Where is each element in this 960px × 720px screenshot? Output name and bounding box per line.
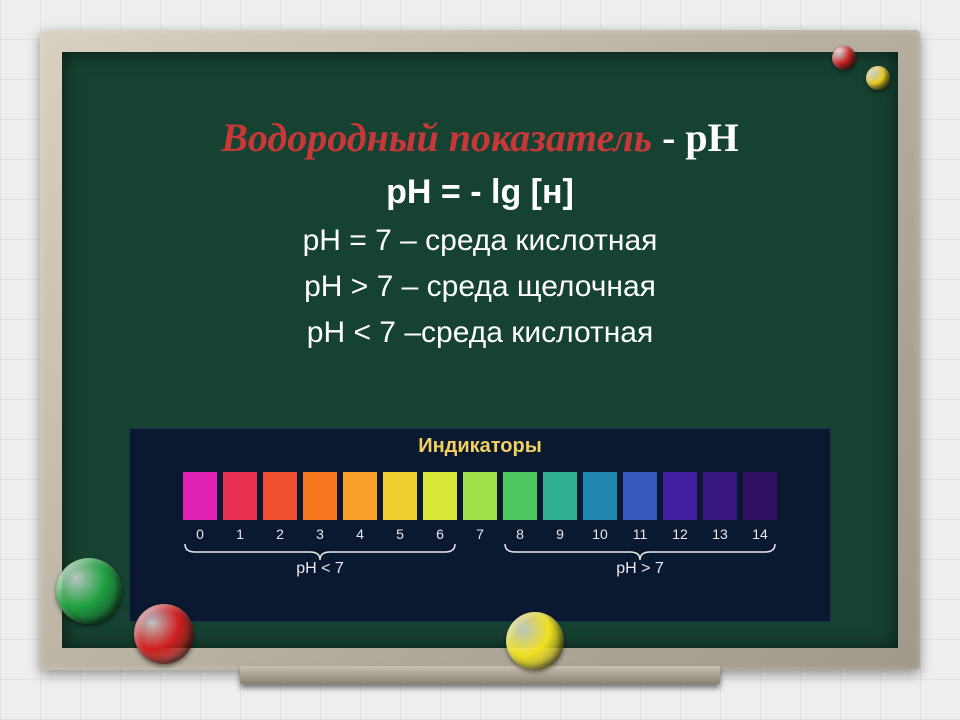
ph-value-label: 8 bbox=[503, 526, 537, 542]
ph-number-row: 01234567891011121314 bbox=[130, 526, 830, 542]
ph-color-swatch bbox=[583, 472, 617, 520]
ph-value-label: 14 bbox=[743, 526, 777, 542]
ph-value-label: 9 bbox=[543, 526, 577, 542]
ph-range-label: pH < 7 bbox=[183, 560, 457, 578]
ph-value-label: 11 bbox=[623, 526, 657, 542]
marker-tray bbox=[240, 666, 720, 684]
ph-color-swatch bbox=[623, 472, 657, 520]
ph-formula: pH = - lg [н] bbox=[62, 173, 898, 212]
ph-condition-line: pH > 7 – среда щелочная bbox=[62, 270, 898, 304]
ph-color-swatch bbox=[343, 472, 377, 520]
ph-value-label: 6 bbox=[423, 526, 457, 542]
ph-value-label: 1 bbox=[223, 526, 257, 542]
ph-color-swatch bbox=[463, 472, 497, 520]
ph-color-swatch bbox=[423, 472, 457, 520]
ph-color-swatch bbox=[703, 472, 737, 520]
ph-value-label: 7 bbox=[463, 526, 497, 542]
chalkboard-surface: Водородный показатель - рН pH = - lg [н]… bbox=[62, 52, 898, 648]
title-dash: - bbox=[652, 115, 685, 160]
ph-value-label: 0 bbox=[183, 526, 217, 542]
decorative-magnet bbox=[134, 604, 194, 664]
brace-row: pH < 7 pH > 7 bbox=[130, 542, 830, 590]
ph-range-brace: pH > 7 bbox=[503, 542, 777, 578]
ph-color-swatch bbox=[303, 472, 337, 520]
ph-condition-line: pH < 7 –среда кислотная bbox=[62, 316, 898, 350]
ph-color-swatch bbox=[503, 472, 537, 520]
title-white-part: рН bbox=[685, 115, 738, 160]
ph-range-label: pH > 7 bbox=[503, 560, 777, 578]
decorative-magnet bbox=[832, 46, 856, 70]
ph-color-swatch bbox=[183, 472, 217, 520]
indicator-title: Индикаторы bbox=[130, 429, 830, 458]
decorative-magnet bbox=[866, 66, 890, 90]
ph-color-swatch bbox=[743, 472, 777, 520]
whiteboard-frame: Водородный показатель - рН pH = - lg [н]… bbox=[40, 30, 920, 670]
title-red-part: Водородный показатель bbox=[221, 115, 652, 160]
slide-title: Водородный показатель - рН bbox=[62, 52, 898, 161]
indicator-panel: Индикаторы 01234567891011121314 pH < 7pH… bbox=[129, 428, 831, 622]
decorative-magnet bbox=[56, 558, 122, 624]
ph-color-swatch bbox=[663, 472, 697, 520]
ph-color-swatch bbox=[543, 472, 577, 520]
ph-value-label: 12 bbox=[663, 526, 697, 542]
ph-color-swatch bbox=[223, 472, 257, 520]
ph-value-label: 10 bbox=[583, 526, 617, 542]
ph-color-swatch bbox=[263, 472, 297, 520]
ph-value-label: 2 bbox=[263, 526, 297, 542]
color-swatch-row bbox=[130, 472, 830, 520]
ph-value-label: 13 bbox=[703, 526, 737, 542]
ph-range-brace: pH < 7 bbox=[183, 542, 457, 578]
ph-value-label: 4 bbox=[343, 526, 377, 542]
ph-value-label: 3 bbox=[303, 526, 337, 542]
decorative-magnet bbox=[506, 612, 564, 670]
ph-condition-line: pH = 7 – среда кислотная bbox=[62, 224, 898, 258]
ph-value-label: 5 bbox=[383, 526, 417, 542]
ph-color-swatch bbox=[383, 472, 417, 520]
